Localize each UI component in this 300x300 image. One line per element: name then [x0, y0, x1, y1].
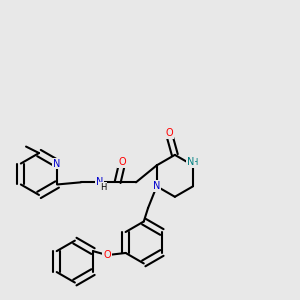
Text: N: N — [187, 157, 194, 167]
Text: H: H — [100, 183, 106, 192]
Text: N: N — [153, 181, 160, 191]
Text: N: N — [53, 158, 61, 169]
Text: O: O — [166, 128, 173, 138]
Text: O: O — [118, 157, 126, 166]
Text: H: H — [191, 158, 198, 167]
Text: N: N — [96, 177, 103, 187]
Text: O: O — [103, 250, 111, 260]
